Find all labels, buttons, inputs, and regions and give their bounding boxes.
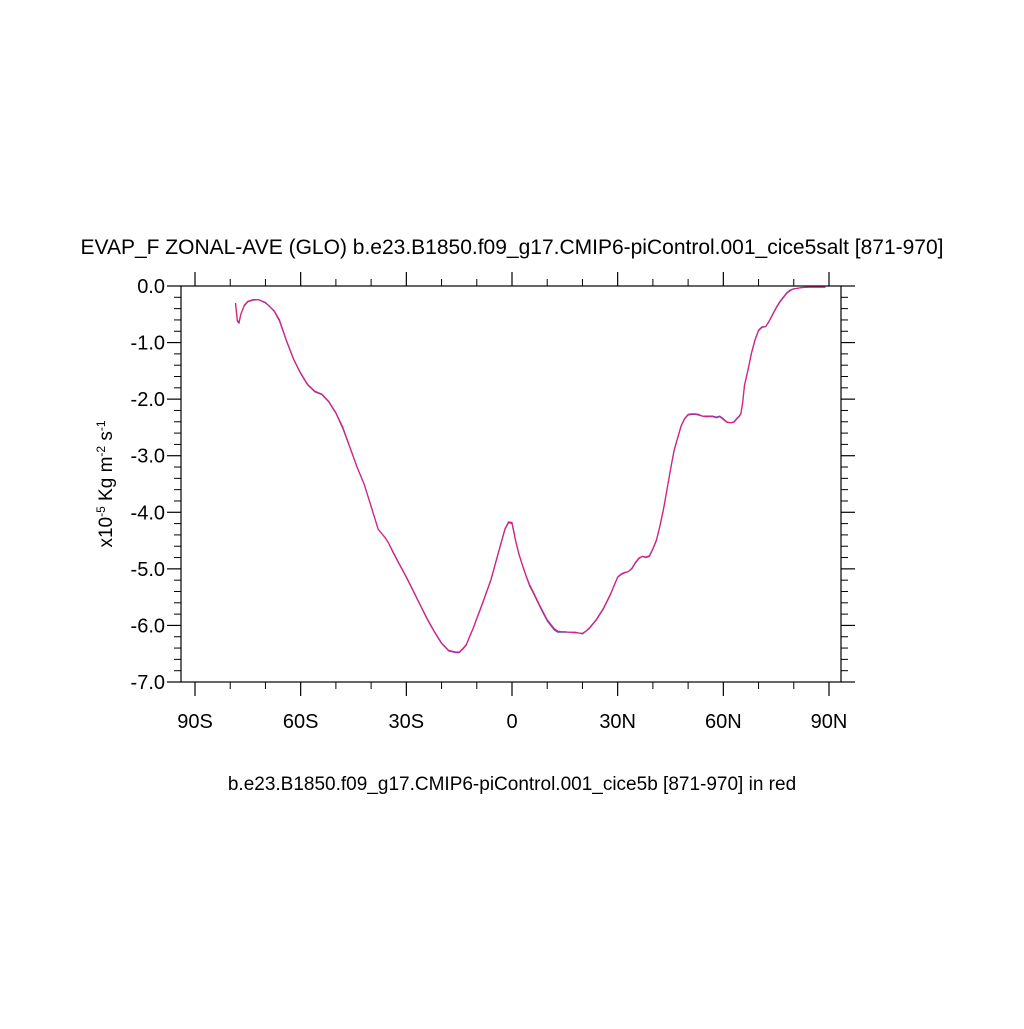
x-tick-label: 90N [811, 711, 848, 733]
x-tick-label: 60S [283, 711, 319, 733]
axis-ticks [167, 272, 855, 696]
y-tick-labels: 0.0 -1.0 -2.0 -3.0 -4.0 -5.0 -6.0 -7.0 [131, 276, 165, 694]
y-axis-label: x10-5 Kg m-2 s-1 [94, 420, 117, 547]
x-tick-label: 60N [705, 711, 742, 733]
y-tick-label: -2.0 [131, 389, 165, 411]
series-line-blue [234, 286, 826, 654]
y-tick-label: -4.0 [131, 502, 165, 524]
y-axis-label-text: x10-5 Kg m-2 s-1 [94, 420, 117, 547]
x-tick-label: 30N [599, 711, 636, 733]
x-tick-labels: 90S 60S 30S 0 30N 60N 90N [177, 711, 847, 733]
chart-title: EVAP_F ZONAL-AVE (GLO) b.e23.B1850.f09_g… [80, 236, 943, 259]
series-lines [234, 286, 826, 654]
x-tick-label: 0 [506, 711, 517, 733]
y-tick-label: -5.0 [131, 559, 165, 581]
x-tick-label: 30S [389, 711, 425, 733]
y-tick-label: 0.0 [137, 276, 165, 298]
x-tick-label: 90S [177, 711, 213, 733]
series-line-red [234, 286, 826, 653]
y-tick-label: -3.0 [131, 446, 165, 468]
plot-frame [180, 285, 842, 683]
y-tick-label: -6.0 [131, 615, 165, 637]
chart-subtitle: b.e23.B1850.f09_g17.CMIP6-piControl.001_… [228, 774, 796, 795]
y-tick-label: -1.0 [131, 333, 165, 355]
y-tick-label: -7.0 [131, 672, 165, 694]
